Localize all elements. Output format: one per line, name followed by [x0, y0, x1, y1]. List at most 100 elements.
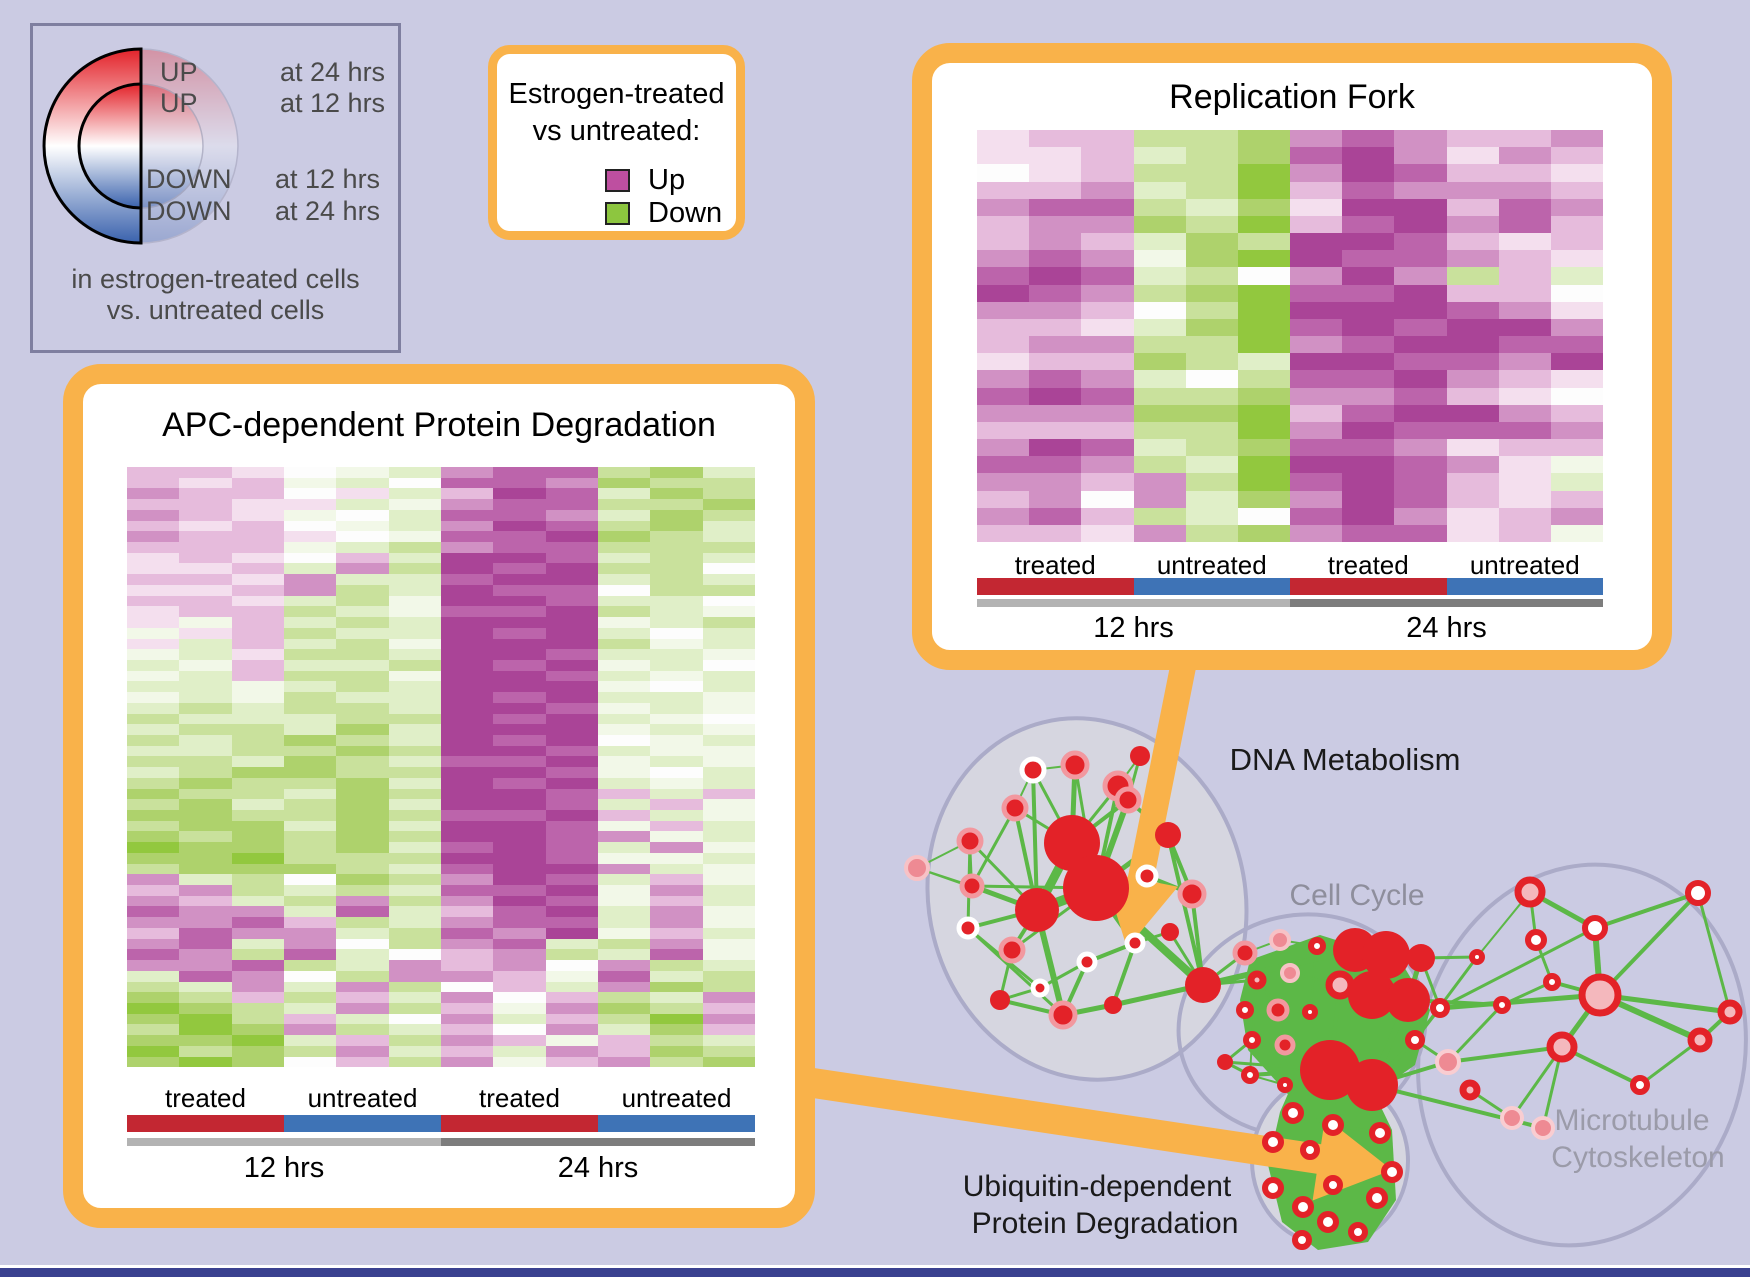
- network-node: [1300, 1140, 1320, 1160]
- network-node: [1366, 1187, 1388, 1209]
- heatmap-row: [977, 301, 1604, 319]
- heatmap-row: [977, 336, 1604, 354]
- network-node: [1262, 1131, 1284, 1153]
- treatment-color-bar: [1290, 578, 1447, 595]
- heatmap-row: [977, 387, 1604, 405]
- apc-degradation-panel: APC-dependent Protein Degradation treate…: [63, 364, 815, 1228]
- network-edge: [1594, 891, 1699, 930]
- heatmap-row: [127, 670, 755, 682]
- heatmap-row: [977, 524, 1604, 543]
- network-node: [1277, 1077, 1293, 1093]
- cluster-label: Cytoskeleton: [1551, 1141, 1724, 1174]
- network-node: [1217, 1054, 1233, 1070]
- legend-time: at 24 hrs: [275, 196, 381, 226]
- heatmap-row: [127, 810, 755, 821]
- network-node: [1630, 1075, 1650, 1095]
- heatmap-row: [127, 799, 755, 810]
- network-node: [1155, 822, 1181, 848]
- heatmap-row: [127, 1045, 755, 1057]
- heatmap-row: [977, 490, 1604, 508]
- network-node: [1060, 750, 1090, 780]
- network-node: [1525, 929, 1547, 951]
- heatmap-row: [977, 215, 1604, 234]
- network-node: [1325, 970, 1355, 1000]
- heatmap-row: [127, 820, 755, 832]
- treatment-group-label: treated: [1014, 550, 1096, 580]
- network-node: [1262, 1177, 1284, 1199]
- network-node: [1135, 864, 1159, 888]
- network-node: [1076, 951, 1098, 973]
- heatmap-row: [127, 842, 755, 853]
- heatmap-row: [127, 595, 755, 607]
- network-node: [1266, 998, 1290, 1022]
- treatment-color-bar: [1133, 578, 1290, 595]
- replication-heatmap: [977, 130, 1604, 543]
- updown-inner-right-half: [140, 83, 204, 209]
- heatmap-row: [977, 439, 1604, 457]
- network-node: [1514, 876, 1546, 908]
- network-node: [1578, 973, 1622, 1017]
- cluster-label: Cell Cycle: [1289, 879, 1424, 912]
- heatmap-row: [127, 874, 755, 886]
- updown-circle-diagram: [42, 47, 239, 245]
- heatmap-row: [127, 949, 755, 961]
- network-node: [998, 936, 1026, 964]
- network-edge: [1111, 942, 1137, 1006]
- treatment-color-bar: [127, 1115, 284, 1132]
- legend-direction: UP: [160, 57, 198, 87]
- heatmap-row: [127, 895, 755, 907]
- up-label: Up: [648, 164, 686, 196]
- heatmap-row: [127, 477, 755, 489]
- network-edge: [1598, 891, 1700, 997]
- network-edge: [1439, 992, 1601, 1011]
- heatmap-row: [127, 467, 755, 478]
- hour-color-bar: [127, 1138, 441, 1146]
- network-node: [1114, 786, 1142, 814]
- network-node: [1469, 949, 1485, 965]
- treatment-group-label: untreated: [1156, 550, 1267, 580]
- heatmap-row: [127, 606, 755, 618]
- heatmap-row: [127, 1056, 755, 1068]
- hour-label: 12 hrs: [1093, 612, 1174, 644]
- network-node: [1124, 932, 1146, 954]
- network-node: [1001, 794, 1029, 822]
- replication-fork-to-dna-arrow: [1103, 654, 1198, 948]
- hour-label: 12 hrs: [243, 1152, 325, 1184]
- replication-fork-panel: Replication Fork treated untreated treated…: [912, 43, 1672, 670]
- hour-bars: [977, 599, 1603, 607]
- network-node: [1300, 1040, 1360, 1100]
- legend-direction: DOWN: [146, 164, 232, 194]
- network-node: [990, 990, 1010, 1010]
- heatmap-row: [127, 627, 755, 639]
- legend-time: at 24 hrs: [280, 57, 386, 87]
- network-node: [1531, 1116, 1555, 1140]
- heatmap-row: [127, 960, 755, 971]
- heatmap-row: [977, 233, 1604, 251]
- heatmap-row: [977, 507, 1604, 525]
- network-node: [1232, 940, 1258, 966]
- network-edge: [1413, 956, 1479, 1041]
- heatmap-row: [127, 563, 755, 575]
- updown-legend: UP at 24 hrs UP at 12 hrs DOWN at 12 hrs…: [30, 23, 401, 353]
- network-node: [1302, 1004, 1318, 1020]
- hour-labels: 12 hrs 24 hrs: [127, 1152, 755, 1185]
- treatment-group-label: treated: [165, 1083, 246, 1113]
- network-node: [1130, 746, 1150, 766]
- network-node: [1048, 1000, 1078, 1030]
- cluster-label: Microtubule: [1554, 1104, 1709, 1137]
- network-node: [1348, 1222, 1368, 1242]
- legend-time: at 12 hrs: [275, 164, 381, 194]
- down-color-swatch: [605, 202, 630, 225]
- heatmap-row: [127, 638, 755, 650]
- heatmap-row: [127, 552, 755, 564]
- network-edge: [1166, 834, 1205, 986]
- network-edge: [1501, 980, 1553, 1007]
- network-edge: [1599, 992, 1731, 1015]
- heatmap-row: [977, 181, 1604, 199]
- network-node: [1030, 978, 1050, 998]
- network-node: [1241, 1066, 1259, 1084]
- heatmap-row: [127, 1013, 755, 1025]
- network-node: [1381, 1161, 1403, 1183]
- heatmap-row: [127, 938, 755, 950]
- heatmap-row: [127, 488, 755, 500]
